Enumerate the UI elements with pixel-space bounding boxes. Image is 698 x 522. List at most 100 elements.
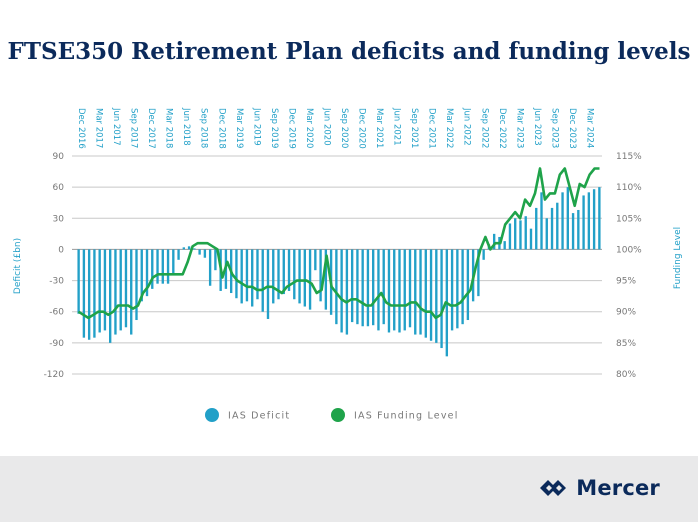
deficit-bar — [161, 249, 164, 284]
deficit-bar — [582, 195, 585, 250]
x-tick-label: Jun 2020 — [321, 107, 331, 146]
right-tick-label: 100% — [616, 245, 642, 255]
deficit-bar — [77, 249, 80, 314]
deficit-bar — [319, 249, 322, 302]
x-tick-label: Dec 2019 — [286, 108, 296, 149]
x-tick-label: Jun 2023 — [532, 107, 542, 146]
deficit-bar — [109, 249, 112, 343]
y-axis-right-title: Funding Level — [673, 227, 683, 289]
legend-funding-marker — [331, 408, 345, 422]
x-tick-label: Dec 2016 — [76, 108, 86, 149]
deficit-bar — [461, 249, 464, 325]
deficit-bar — [208, 249, 212, 286]
deficit-bar — [214, 249, 217, 271]
mercer-logo: Mercer — [540, 476, 660, 500]
deficit-bar — [535, 207, 538, 250]
right-tick-label: 85% — [616, 339, 636, 349]
deficit-bar — [172, 249, 175, 276]
left-tick-label: -90 — [49, 339, 64, 349]
deficit-bar — [372, 249, 375, 326]
deficit-bar — [119, 249, 122, 331]
deficit-bar — [156, 249, 159, 284]
deficit-bar — [193, 248, 196, 250]
x-tick-label: Mar 2024 — [584, 108, 594, 148]
x-tick-label: Dec 2018 — [216, 108, 226, 149]
deficit-bar — [514, 218, 517, 250]
deficit-bar — [124, 249, 128, 328]
deficit-bar — [261, 249, 264, 312]
deficit-bar — [492, 233, 496, 250]
left-tick-label: 0 — [58, 245, 64, 255]
deficit-bar — [387, 249, 391, 333]
deficit-bar — [466, 249, 470, 321]
deficit-bar — [198, 249, 201, 255]
x-tick-label: Mar 2019 — [234, 108, 244, 148]
deficit-bar — [424, 249, 427, 338]
deficit-bar — [203, 249, 207, 258]
deficit-bar — [93, 249, 96, 338]
deficit-bar — [540, 192, 543, 250]
mercer-logo-icon — [540, 480, 567, 496]
deficit-bar — [287, 249, 291, 291]
deficit-bar — [571, 213, 575, 250]
deficit-bar — [545, 218, 548, 250]
x-tick-label: Sep 2021 — [409, 108, 419, 148]
x-tick-label: Jun 2018 — [181, 107, 191, 146]
deficit-bar — [303, 249, 306, 307]
legend-deficit-marker — [205, 408, 219, 422]
x-tick-label: Jun 2017 — [111, 107, 121, 146]
deficit-bar — [524, 216, 527, 250]
deficit-bar — [256, 249, 259, 300]
right-tick-label: 95% — [616, 277, 636, 287]
brand-name: Mercer — [576, 476, 660, 500]
deficit-bar — [151, 249, 154, 289]
deficit-bar — [166, 249, 170, 284]
deficit-bar — [519, 220, 522, 250]
x-tick-label: Dec 2021 — [427, 108, 437, 149]
deficit-bar — [187, 246, 191, 250]
x-tick-label: Sep 2018 — [199, 108, 209, 148]
deficit-bar — [135, 249, 138, 321]
deficit-bar — [245, 249, 249, 302]
deficit-bar — [314, 249, 317, 271]
deficit-bar — [456, 249, 459, 329]
deficit-bar — [98, 249, 101, 333]
x-tick-label: Sep 2023 — [549, 108, 559, 148]
deficit-bar — [408, 249, 412, 328]
deficit-bar — [251, 249, 254, 307]
deficit-bar — [130, 249, 133, 335]
deficit-bar — [403, 249, 406, 331]
deficit-bar — [235, 249, 238, 299]
x-tick-label: Sep 2022 — [479, 108, 489, 148]
x-tick-label: Mar 2022 — [444, 108, 454, 148]
x-tick-label: Jun 2021 — [392, 107, 402, 146]
y-axis-left-title: Deficit (£bn) — [13, 238, 23, 294]
chart: 90 60 30 0 -30 -60 -90 -120 115% 110% 105% 100% 95% 9… — [13, 107, 683, 422]
deficit-bar — [393, 249, 396, 331]
deficit-bar — [114, 249, 117, 335]
x-tick-label: Dec 2023 — [567, 108, 577, 149]
deficit-bar — [298, 249, 301, 304]
x-tick-label: Mar 2018 — [164, 108, 174, 148]
deficit-bar — [419, 249, 422, 335]
deficit-bar — [508, 223, 512, 250]
deficit-bar — [308, 249, 312, 310]
left-tick-label: -120 — [44, 370, 65, 380]
x-tick-label: Sep 2019 — [269, 108, 279, 148]
x-tick-label: Sep 2020 — [339, 108, 349, 148]
funding-level-line — [77, 167, 600, 320]
deficit-bar — [398, 249, 401, 333]
deficit-bar — [382, 249, 385, 325]
x-tick-label: Mar 2017 — [94, 108, 104, 148]
deficit-bar — [440, 249, 443, 349]
right-tick-label: 105% — [616, 214, 642, 224]
right-tick-label: 110% — [616, 183, 642, 193]
chart-title: FTSE350 Retirement Plan deficits and fun… — [7, 38, 691, 65]
deficit-bar — [324, 249, 328, 310]
deficit-bar — [503, 241, 506, 250]
deficit-bar — [414, 249, 417, 335]
deficit-bar — [340, 249, 343, 333]
x-tick-label: Dec 2017 — [146, 108, 156, 149]
deficit-bar — [587, 192, 591, 250]
deficit-bar — [145, 249, 149, 297]
